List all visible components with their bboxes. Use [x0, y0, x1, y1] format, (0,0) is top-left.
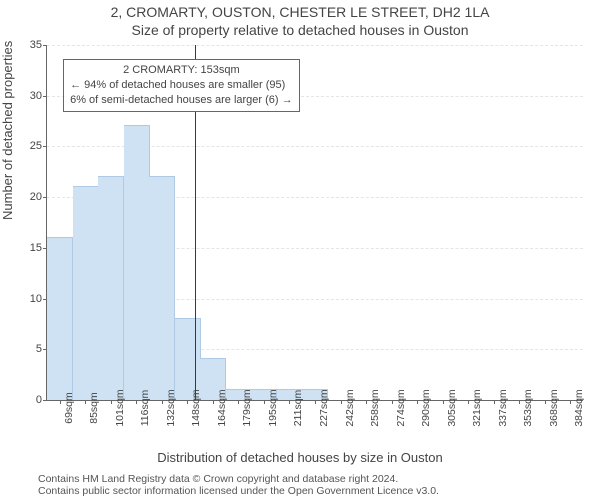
x-tick-label: 116sqm [139, 390, 151, 427]
x-tick-label: 305sqm [446, 389, 458, 426]
x-tick-label: 353sqm [522, 389, 534, 426]
x-tick-label: 242sqm [344, 389, 356, 426]
y-tick-label: 35 [12, 39, 42, 51]
footnote-line-2: Contains public sector information licen… [38, 485, 439, 498]
annotation-line-larger: 6% of semi-detached houses are larger (6… [70, 93, 293, 108]
x-tick-label: 290sqm [420, 389, 432, 426]
annotation-line-smaller: ← 94% of detached houses are smaller (95… [70, 78, 293, 93]
x-tick-label: 195sqm [267, 389, 279, 426]
y-tick-label: 0 [12, 394, 42, 406]
x-tick-label: 321sqm [471, 389, 483, 426]
x-tick-label: 337sqm [497, 389, 509, 426]
histogram-bar [149, 176, 175, 400]
x-tick-label: 69sqm [63, 392, 75, 424]
annotation-title: 2 CROMARTY: 153sqm [70, 63, 293, 78]
x-tick-label: 179sqm [241, 389, 253, 426]
chart-title: 2, CROMARTY, OUSTON, CHESTER LE STREET, … [0, 4, 600, 20]
x-tick-label: 148sqm [190, 389, 202, 426]
x-tick-label: 258sqm [369, 389, 381, 426]
x-tick-label: 384sqm [573, 389, 585, 426]
y-tick-label: 10 [12, 293, 42, 305]
plot-area: 2 CROMARTY: 153sqm← 94% of detached hous… [46, 45, 583, 401]
x-tick-label: 368sqm [548, 389, 560, 426]
histogram-bar [73, 186, 99, 400]
annotation-box: 2 CROMARTY: 153sqm← 94% of detached hous… [63, 59, 300, 112]
x-tick-label: 211sqm [292, 390, 304, 427]
x-tick-label: 132sqm [165, 389, 177, 426]
y-tick-label: 15 [12, 242, 42, 254]
y-tick-label: 30 [12, 90, 42, 102]
histogram-bar [175, 318, 201, 400]
x-tick-label: 227sqm [318, 389, 330, 426]
chart-subtitle: Size of property relative to detached ho… [0, 22, 600, 38]
histogram-bar [124, 125, 150, 400]
x-tick-label: 164sqm [216, 389, 228, 426]
y-tick-label: 25 [12, 140, 42, 152]
y-tick-label: 5 [12, 343, 42, 355]
footnote: Contains HM Land Registry data © Crown c… [38, 473, 439, 498]
x-tick-label: 85sqm [88, 392, 100, 424]
histogram-bar [47, 237, 73, 400]
x-tick-label: 274sqm [395, 389, 407, 426]
footnote-line-1: Contains HM Land Registry data © Crown c… [38, 473, 439, 486]
x-axis-label: Distribution of detached houses by size … [0, 450, 600, 465]
histogram-bar [98, 176, 124, 400]
y-tick-label: 20 [12, 191, 42, 203]
x-tick-label: 101sqm [114, 389, 126, 426]
